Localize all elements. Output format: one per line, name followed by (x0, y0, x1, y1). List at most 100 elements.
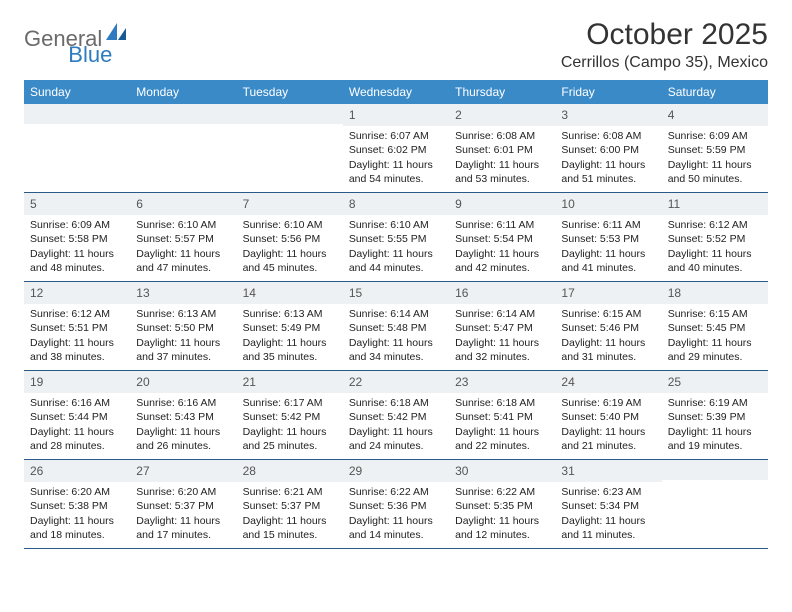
day-info-line: Sunrise: 6:18 AM (349, 396, 443, 410)
day-info-line: Sunrise: 6:20 AM (30, 485, 124, 499)
day-cell: 28 Sunrise: 6:21 AMSunset: 5:37 PMDayligh… (237, 460, 343, 548)
day-number: 9 (449, 193, 555, 215)
day-info-line: Daylight: 11 hours (561, 425, 655, 439)
day-number: 24 (555, 371, 661, 393)
day-info-line: Sunrise: 6:08 AM (455, 129, 549, 143)
day-info-line: Sunset: 5:43 PM (136, 410, 230, 424)
day-info-line: Sunrise: 6:10 AM (243, 218, 337, 232)
day-info-line: and 25 minutes. (243, 439, 337, 453)
day-info-line: Sunrise: 6:16 AM (136, 396, 230, 410)
weekday-header: Friday (555, 80, 661, 104)
day-info-line: and 53 minutes. (455, 172, 549, 186)
day-info-line: Daylight: 11 hours (136, 514, 230, 528)
day-cell: 10Sunrise: 6:11 AMSunset: 5:53 PMDayligh… (555, 193, 661, 281)
day-number: 17 (555, 282, 661, 304)
day-info-line: Sunrise: 6:12 AM (30, 307, 124, 321)
day-info-line: Sunset: 5:53 PM (561, 232, 655, 246)
day-number: 4 (662, 104, 768, 126)
day-info-line: Sunrise: 6:14 AM (349, 307, 443, 321)
day-info-line: Sunset: 5:44 PM (30, 410, 124, 424)
day-number: 11 (662, 193, 768, 215)
day-info-line: and 12 minutes. (455, 528, 549, 542)
day-body: Sunrise: 6:10 AMSunset: 5:57 PMDaylight:… (130, 215, 236, 281)
day-number: 6 (130, 193, 236, 215)
day-info-line: Sunrise: 6:19 AM (668, 396, 762, 410)
day-number: 12 (24, 282, 130, 304)
day-info-line: Daylight: 11 hours (30, 247, 124, 261)
day-info-line: and 24 minutes. (349, 439, 443, 453)
day-cell: 1Sunrise: 6:07 AMSunset: 6:02 PMDaylight… (343, 104, 449, 192)
day-info-line: Daylight: 11 hours (243, 514, 337, 528)
weekday-header: Saturday (662, 80, 768, 104)
day-body: Sunrise: 6:17 AMSunset: 5:42 PMDaylight:… (237, 393, 343, 459)
day-cell: 12Sunrise: 6:12 AMSunset: 5:51 PMDayligh… (24, 282, 130, 370)
day-info-line: Sunrise: 6:21 AM (243, 485, 337, 499)
day-cell: 26Sunrise: 6:20 AMSunset: 5:38 PMDayligh… (24, 460, 130, 548)
day-info-line: Daylight: 11 hours (349, 158, 443, 172)
day-info-line: Sunset: 6:00 PM (561, 143, 655, 157)
day-cell: 24Sunrise: 6:19 AMSunset: 5:40 PMDayligh… (555, 371, 661, 459)
day-info-line: and 32 minutes. (455, 350, 549, 364)
weekday-header-row: SundayMondayTuesdayWednesdayThursdayFrid… (24, 80, 768, 104)
week-row: 19Sunrise: 6:16 AMSunset: 5:44 PMDayligh… (24, 371, 768, 460)
day-info-line: Sunset: 5:55 PM (349, 232, 443, 246)
header: General Blue October 2025 Cerrillos (Cam… (24, 18, 768, 72)
day-body: Sunrise: 6:20 AMSunset: 5:38 PMDaylight:… (24, 482, 130, 548)
day-body: Sunrise: 6:09 AMSunset: 5:58 PMDaylight:… (24, 215, 130, 281)
brand-part2: Blue (68, 42, 112, 68)
day-info-line: Daylight: 11 hours (136, 425, 230, 439)
day-number: 26 (24, 460, 130, 482)
day-cell: 2Sunrise: 6:08 AMSunset: 6:01 PMDaylight… (449, 104, 555, 192)
day-info-line: Daylight: 11 hours (561, 158, 655, 172)
day-body: Sunrise: 6:13 AMSunset: 5:49 PMDaylight:… (237, 304, 343, 370)
weekday-header: Thursday (449, 80, 555, 104)
day-info-line: Sunrise: 6:12 AM (668, 218, 762, 232)
day-cell: 25Sunrise: 6:19 AMSunset: 5:39 PMDayligh… (662, 371, 768, 459)
day-number (24, 104, 130, 124)
day-info-line: and 14 minutes. (349, 528, 443, 542)
day-info-line: Sunset: 5:42 PM (349, 410, 443, 424)
day-info-line: Sunset: 5:39 PM (668, 410, 762, 424)
day-info-line: Sunrise: 6:14 AM (455, 307, 549, 321)
day-info-line: and 34 minutes. (349, 350, 443, 364)
day-info-line: Sunrise: 6:22 AM (349, 485, 443, 499)
weekday-header: Monday (130, 80, 236, 104)
day-info-line: Sunset: 5:37 PM (243, 499, 337, 513)
day-cell: 11Sunrise: 6:12 AMSunset: 5:52 PMDayligh… (662, 193, 768, 281)
day-info-line: and 48 minutes. (30, 261, 124, 275)
day-info-line: Sunset: 5:45 PM (668, 321, 762, 335)
day-info-line: Sunrise: 6:09 AM (668, 129, 762, 143)
day-info-line: Sunrise: 6:11 AM (561, 218, 655, 232)
day-info-line: Sunrise: 6:17 AM (243, 396, 337, 410)
weekday-header: Sunday (24, 80, 130, 104)
day-number: 3 (555, 104, 661, 126)
day-info-line: Daylight: 11 hours (668, 247, 762, 261)
day-body: Sunrise: 6:08 AMSunset: 6:00 PMDaylight:… (555, 126, 661, 192)
day-info-line: Sunset: 5:40 PM (561, 410, 655, 424)
day-info-line: Daylight: 11 hours (455, 514, 549, 528)
day-info-line: and 40 minutes. (668, 261, 762, 275)
day-info-line: Sunset: 5:54 PM (455, 232, 549, 246)
day-body: Sunrise: 6:14 AMSunset: 5:48 PMDaylight:… (343, 304, 449, 370)
day-body: Sunrise: 6:20 AMSunset: 5:37 PMDaylight:… (130, 482, 236, 548)
day-body: Sunrise: 6:22 AMSunset: 5:35 PMDaylight:… (449, 482, 555, 548)
day-info-line: Daylight: 11 hours (349, 247, 443, 261)
day-info-line: Sunset: 5:58 PM (30, 232, 124, 246)
day-info-line: Sunrise: 6:10 AM (136, 218, 230, 232)
day-info-line: Sunset: 5:41 PM (455, 410, 549, 424)
day-body: Sunrise: 6:16 AMSunset: 5:43 PMDaylight:… (130, 393, 236, 459)
day-info-line: Daylight: 11 hours (668, 158, 762, 172)
day-number: 28 (237, 460, 343, 482)
day-info-line: and 29 minutes. (668, 350, 762, 364)
day-cell: 21Sunrise: 6:17 AMSunset: 5:42 PMDayligh… (237, 371, 343, 459)
day-info-line: Sunset: 5:56 PM (243, 232, 337, 246)
day-info-line: Daylight: 11 hours (561, 336, 655, 350)
day-info-line: and 42 minutes. (455, 261, 549, 275)
day-info-line: and 35 minutes. (243, 350, 337, 364)
day-info-line: and 26 minutes. (136, 439, 230, 453)
day-body: Sunrise: 6:11 AMSunset: 5:53 PMDaylight:… (555, 215, 661, 281)
day-info-line: and 28 minutes. (30, 439, 124, 453)
day-info-line: Sunrise: 6:15 AM (668, 307, 762, 321)
day-info-line: Sunrise: 6:11 AM (455, 218, 549, 232)
day-body: Sunrise: 6:10 AMSunset: 5:56 PMDaylight:… (237, 215, 343, 281)
